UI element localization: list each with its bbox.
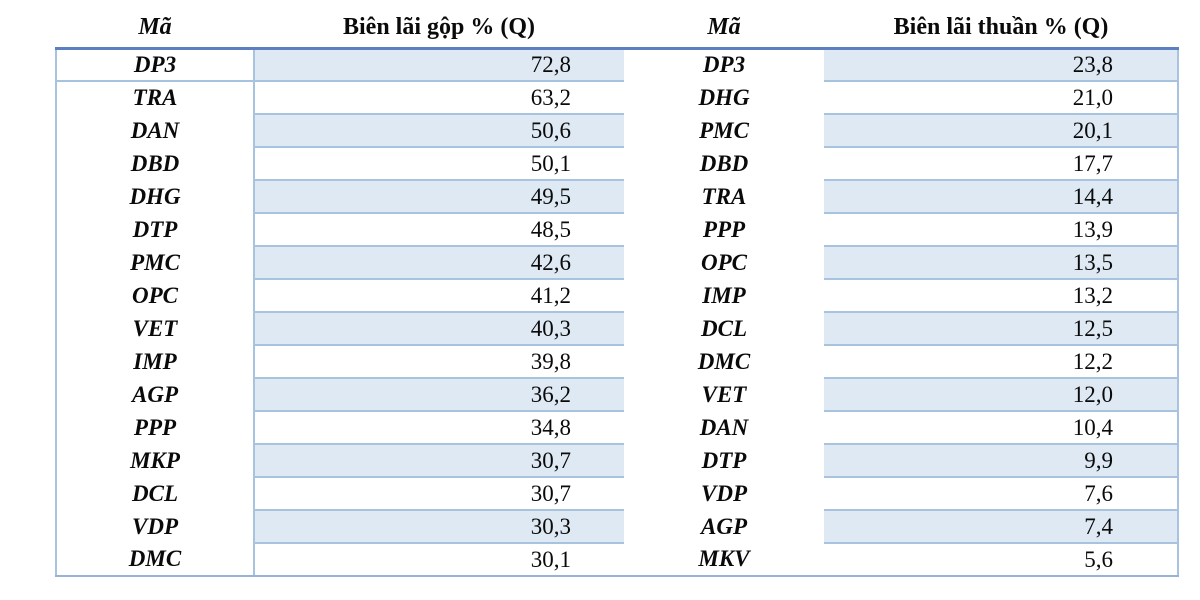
right-value-cell: 13,9 xyxy=(824,213,1179,247)
left-value-cell: 40,3 xyxy=(254,312,624,346)
table-row: AGP 36,2 VET 12,0 xyxy=(55,378,1179,412)
right-code-cell: DAN xyxy=(624,411,824,444)
left-code-header: Mã xyxy=(56,6,254,50)
left-value-cell: 72,8 xyxy=(254,48,624,82)
left-value-cell: 30,3 xyxy=(254,510,624,544)
right-code-cell: DTP xyxy=(624,444,824,477)
left-value-cell: 30,7 xyxy=(254,477,624,511)
right-code-cell: PPP xyxy=(624,213,824,246)
table-row: OPC 41,2 IMP 13,2 xyxy=(55,279,1179,313)
right-code-cell: IMP xyxy=(624,279,824,312)
table-row: DCL 30,7 VDP 7,6 xyxy=(55,477,1179,511)
left-value-cell: 50,1 xyxy=(254,147,624,181)
right-code-cell: MKV xyxy=(624,543,824,577)
left-value-cell: 49,5 xyxy=(254,180,624,214)
right-code-cell: DCL xyxy=(624,312,824,345)
right-value-cell: 13,2 xyxy=(824,279,1179,313)
left-code-cell: MKP xyxy=(55,444,255,477)
left-code-cell: DAN xyxy=(55,114,255,147)
right-code-cell: PMC xyxy=(624,114,824,147)
right-value-cell: 7,4 xyxy=(824,510,1179,544)
left-code-cell: DTP xyxy=(55,213,255,246)
right-value-cell: 10,4 xyxy=(824,411,1179,445)
left-code-cell: DBD xyxy=(55,147,255,180)
right-value-header: Biên lãi thuần % (Q) xyxy=(824,6,1178,50)
left-code-cell: PPP xyxy=(55,411,255,444)
left-code-cell: AGP xyxy=(55,378,255,411)
right-value-cell: 21,0 xyxy=(824,81,1179,115)
right-value-cell: 7,6 xyxy=(824,477,1179,511)
right-code-cell: DBD xyxy=(624,147,824,180)
table-row: DBD 50,1 DBD 17,7 xyxy=(55,147,1179,181)
left-code-cell: TRA xyxy=(55,81,255,114)
table-row: MKP 30,7 DTP 9,9 xyxy=(55,444,1179,478)
right-value-cell: 23,8 xyxy=(824,48,1179,82)
right-code-cell: DHG xyxy=(624,81,824,114)
right-value-cell: 12,0 xyxy=(824,378,1179,412)
table-row: IMP 39,8 DMC 12,2 xyxy=(55,345,1179,379)
margins-table-body: DP3 72,8 DP3 23,8 TRA 63,2 DHG 21,0 DAN 50,6 PMC 20… xyxy=(55,48,1179,577)
left-code-cell: VDP xyxy=(55,510,255,543)
table-row: DTP 48,5 PPP 13,9 xyxy=(55,213,1179,247)
table-row: VDP 30,3 AGP 7,4 xyxy=(55,510,1179,544)
margins-table: Mã Biên lãi gộp % (Q) Mã Biên lãi thuần … xyxy=(55,6,1179,577)
table-row: PPP 34,8 DAN 10,4 xyxy=(55,411,1179,445)
table-row: DAN 50,6 PMC 20,1 xyxy=(55,114,1179,148)
table-row: PMC 42,6 OPC 13,5 xyxy=(55,246,1179,280)
left-value-header: Biên lãi gộp % (Q) xyxy=(254,6,624,50)
table-row: VET 40,3 DCL 12,5 xyxy=(55,312,1179,346)
left-code-cell: IMP xyxy=(55,345,255,378)
table-row: DHG 49,5 TRA 14,4 xyxy=(55,180,1179,214)
left-value-cell: 39,8 xyxy=(254,345,624,379)
left-code-cell: DP3 xyxy=(55,48,255,82)
left-code-cell: DCL xyxy=(55,477,255,510)
left-code-cell: PMC xyxy=(55,246,255,279)
right-value-cell: 9,9 xyxy=(824,444,1179,478)
left-value-cell: 30,1 xyxy=(254,543,624,577)
left-value-cell: 63,2 xyxy=(254,81,624,115)
left-code-cell: OPC xyxy=(55,279,255,312)
left-value-cell: 41,2 xyxy=(254,279,624,313)
right-value-cell: 17,7 xyxy=(824,147,1179,181)
right-code-cell: TRA xyxy=(624,180,824,213)
table-row: TRA 63,2 DHG 21,0 xyxy=(55,81,1179,115)
right-code-header: Mã xyxy=(624,6,824,50)
left-value-cell: 48,5 xyxy=(254,213,624,247)
right-code-cell: DP3 xyxy=(624,48,824,81)
table-row: DMC 30,1 MKV 5,6 xyxy=(55,543,1179,577)
left-value-cell: 34,8 xyxy=(254,411,624,445)
right-value-cell: 12,2 xyxy=(824,345,1179,379)
right-value-cell: 13,5 xyxy=(824,246,1179,280)
right-value-cell: 20,1 xyxy=(824,114,1179,148)
left-value-cell: 50,6 xyxy=(254,114,624,148)
right-code-cell: VET xyxy=(624,378,824,411)
left-code-cell: DHG xyxy=(55,180,255,213)
left-code-cell: DMC xyxy=(55,543,255,577)
right-code-cell: DMC xyxy=(624,345,824,378)
header-row: Mã Biên lãi gộp % (Q) Mã Biên lãi thuần … xyxy=(56,6,1178,50)
right-code-cell: OPC xyxy=(624,246,824,279)
right-value-cell: 12,5 xyxy=(824,312,1179,346)
table-row: DP3 72,8 DP3 23,8 xyxy=(55,48,1179,82)
left-value-cell: 42,6 xyxy=(254,246,624,280)
left-value-cell: 36,2 xyxy=(254,378,624,412)
left-code-cell: VET xyxy=(55,312,255,345)
right-code-cell: VDP xyxy=(624,477,824,510)
right-code-cell: AGP xyxy=(624,510,824,543)
left-value-cell: 30,7 xyxy=(254,444,624,478)
right-value-cell: 5,6 xyxy=(824,543,1179,577)
right-value-cell: 14,4 xyxy=(824,180,1179,214)
